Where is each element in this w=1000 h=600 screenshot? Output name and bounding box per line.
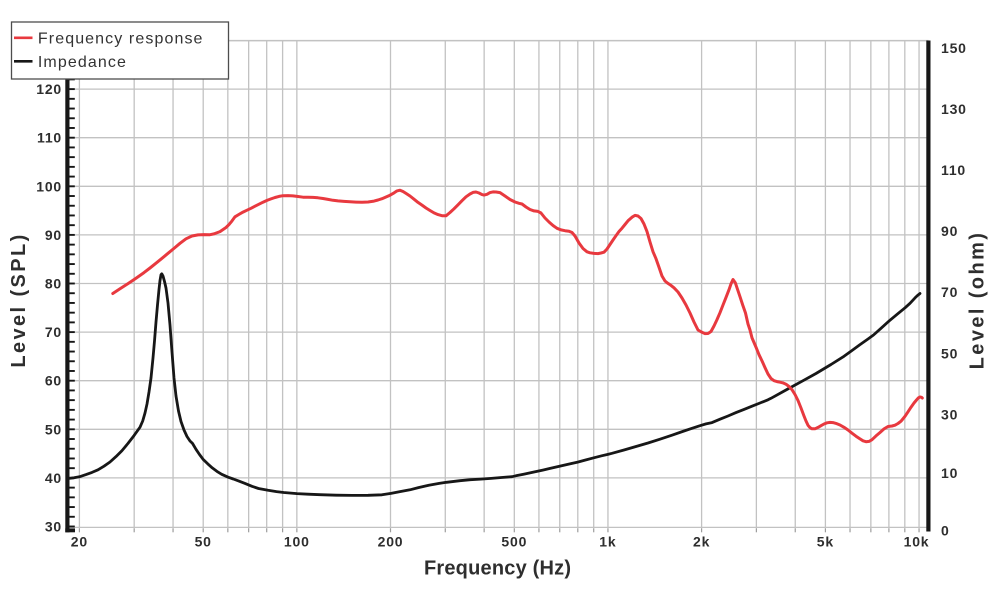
svg-text:60: 60 — [45, 373, 62, 389]
svg-text:Impedance: Impedance — [38, 54, 127, 71]
svg-text:30: 30 — [45, 519, 62, 535]
svg-text:2k: 2k — [693, 534, 710, 550]
svg-text:150: 150 — [941, 40, 967, 56]
svg-text:10: 10 — [941, 465, 958, 481]
svg-text:90: 90 — [45, 227, 62, 243]
svg-text:30: 30 — [941, 407, 958, 423]
svg-text:50: 50 — [45, 421, 62, 437]
svg-text:100: 100 — [36, 178, 62, 194]
svg-text:1k: 1k — [599, 534, 616, 550]
svg-text:Level (ohm): Level (ohm) — [967, 231, 989, 370]
svg-text:20: 20 — [71, 534, 88, 550]
svg-text:110: 110 — [37, 130, 62, 146]
svg-text:10k: 10k — [904, 534, 930, 550]
svg-text:100: 100 — [284, 534, 310, 550]
svg-text:Frequency response: Frequency response — [38, 30, 204, 47]
svg-text:110: 110 — [941, 162, 966, 178]
svg-text:0: 0 — [941, 523, 950, 539]
svg-text:120: 120 — [36, 81, 62, 97]
svg-text:200: 200 — [378, 534, 404, 550]
svg-text:Level (SPL): Level (SPL) — [8, 232, 30, 367]
svg-text:Frequency (Hz): Frequency (Hz) — [424, 558, 571, 580]
svg-text:130: 130 — [941, 101, 967, 117]
svg-text:50: 50 — [195, 534, 212, 550]
svg-text:90: 90 — [941, 223, 958, 239]
svg-text:40: 40 — [45, 470, 62, 486]
svg-text:80: 80 — [45, 276, 62, 292]
svg-text:70: 70 — [45, 324, 62, 340]
svg-text:500: 500 — [501, 534, 527, 550]
svg-text:70: 70 — [941, 284, 958, 300]
svg-text:5k: 5k — [817, 534, 834, 550]
svg-text:50: 50 — [941, 346, 958, 362]
